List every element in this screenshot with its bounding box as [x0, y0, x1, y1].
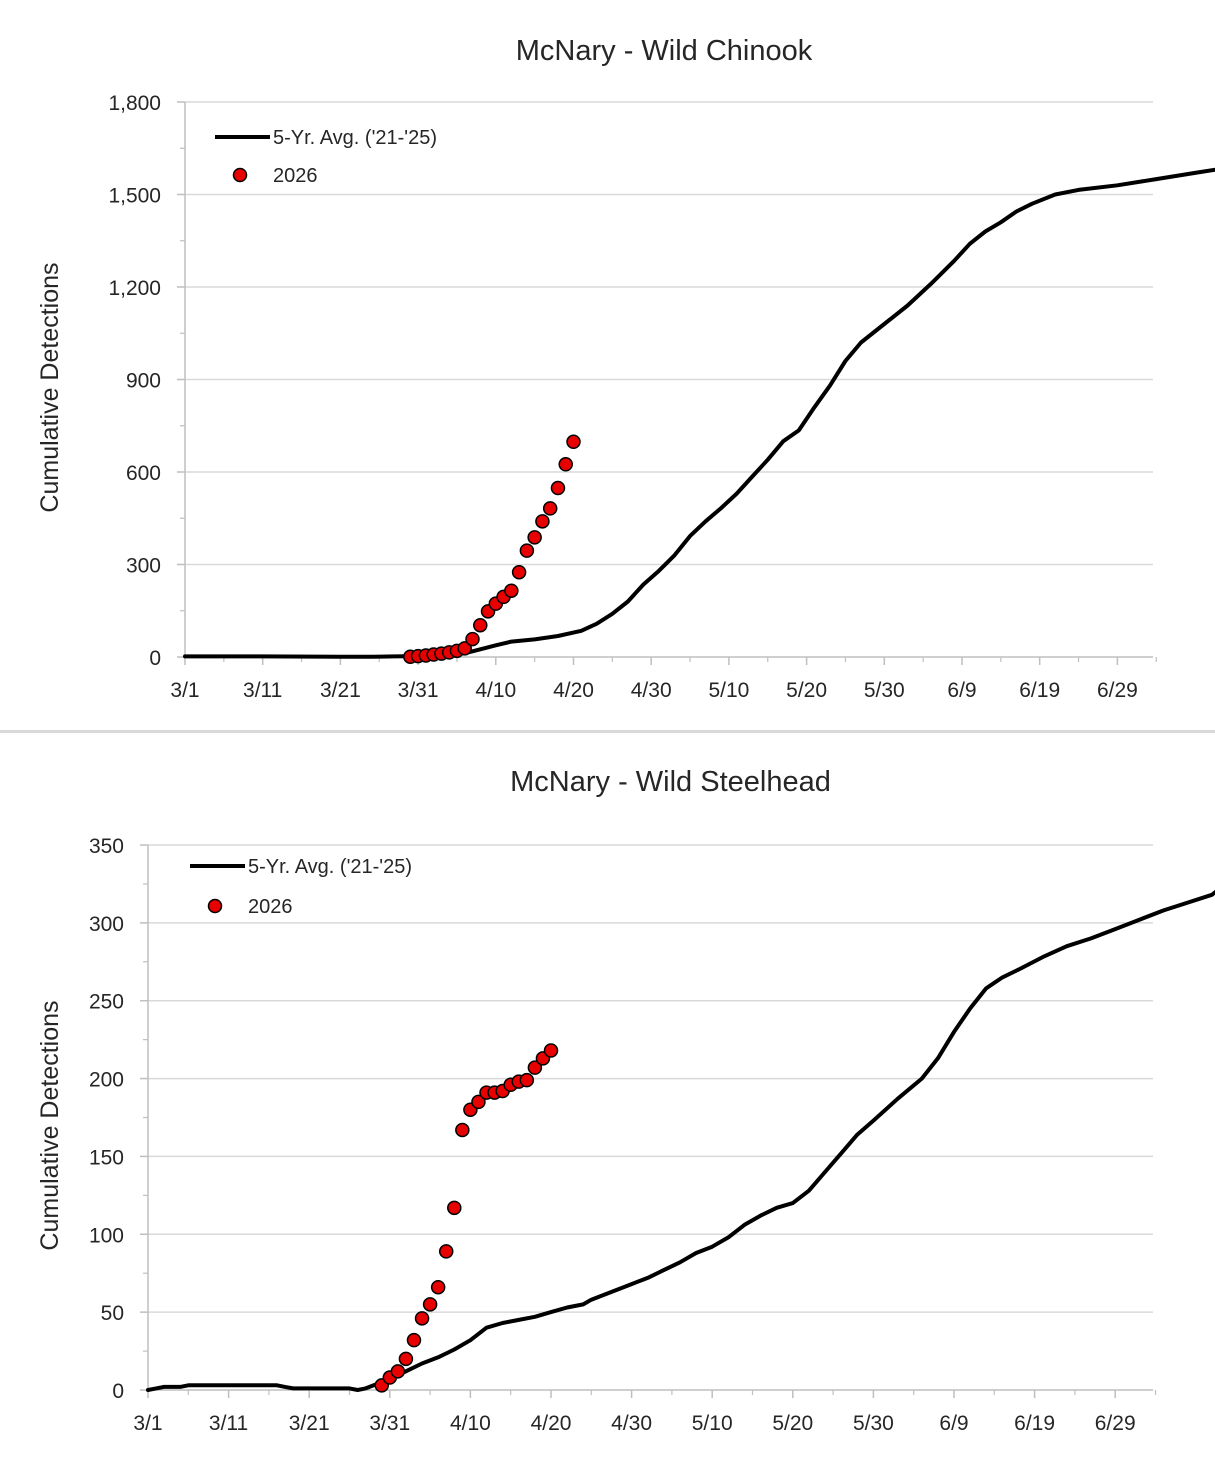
x-tick-label: 5/20: [772, 1412, 813, 1435]
five-year-avg-line: [183, 167, 1215, 659]
y-tick-label: 1,800: [108, 92, 161, 115]
x-tick-label: 3/31: [398, 679, 439, 702]
y-tick-label: 600: [126, 462, 161, 485]
legend-marker-swatch: [207, 898, 223, 914]
legend-label-avg: 5-Yr. Avg. ('21-'25): [248, 856, 412, 878]
data-point-2026: [473, 617, 488, 633]
data-point-2026: [558, 457, 573, 472]
y-tick-label: 50: [101, 1302, 124, 1325]
x-tick-label: 3/11: [243, 679, 282, 702]
data-point-2026: [422, 1297, 438, 1312]
five-year-avg-line: [146, 889, 1215, 1392]
data-point-2026: [438, 1244, 454, 1259]
y-tick-label: 350: [89, 835, 124, 858]
data-point-2026: [390, 1364, 406, 1379]
y-tick-label: 250: [89, 991, 124, 1014]
x-tick-label: 6/19: [1019, 679, 1060, 702]
y-tick-label: 300: [126, 555, 161, 578]
x-tick-label: 5/30: [853, 1412, 894, 1435]
x-tick-label: 6/9: [947, 679, 976, 702]
x-tick-label: 4/20: [531, 1412, 572, 1435]
x-tick-label: 4/30: [631, 679, 672, 702]
data-point-2026: [406, 1332, 422, 1348]
chinook-chart-svg: McNary - Wild Chinook 0 300 600 900 1,200 1,50…: [36, 35, 1215, 702]
chart-title: McNary - Wild Steelhead: [510, 766, 831, 798]
data-point-2026: [457, 641, 472, 656]
data-point-2026: [519, 543, 535, 558]
data-point-2026: [542, 501, 558, 516]
x-tick-label: 4/30: [611, 1412, 652, 1435]
chart-title: McNary - Wild Chinook: [516, 35, 813, 67]
data-point-2026: [504, 583, 519, 598]
data-point-2026: [430, 1279, 446, 1295]
x-tick-label: 3/1: [170, 679, 199, 702]
x-tick-label: 5/10: [708, 679, 749, 702]
y-tick-label: 900: [126, 370, 161, 393]
y-axis-label: Cumulative Detections: [36, 262, 64, 512]
y-tick-label: 200: [89, 1069, 124, 1092]
x-tick-label: 4/20: [553, 679, 594, 702]
x-tick-label: 4/10: [450, 1412, 491, 1435]
data-point-2026: [527, 1060, 543, 1075]
data-point-2026: [535, 514, 550, 529]
x-tick-label: 4/10: [475, 679, 516, 702]
data-point-2026: [550, 480, 566, 496]
x-tick-label: 6/9: [939, 1412, 968, 1435]
x-tick-label: 3/21: [320, 679, 361, 702]
data-point-2026: [414, 1311, 430, 1326]
data-point-2026: [398, 1351, 414, 1367]
data-point-2026: [543, 1043, 559, 1058]
x-tick-label: 3/11: [209, 1412, 248, 1435]
data-point-2026: [527, 530, 542, 545]
legend-label-2026: 2026: [273, 165, 318, 187]
data-point-2026: [519, 1072, 535, 1088]
data-point-2026: [566, 434, 581, 450]
steelhead-chart-panel: McNary - Wild Steelhead 0 50 100 150 200 250 30…: [0, 736, 1215, 1465]
legend-marker-swatch: [232, 167, 248, 183]
data-point-2026: [465, 631, 480, 647]
data-point-2026: [447, 1200, 462, 1216]
data-point-2026: [511, 564, 527, 580]
x-tick-label: 6/19: [1014, 1412, 1055, 1435]
legend-label-2026: 2026: [248, 896, 293, 918]
steelhead-chart-svg: McNary - Wild Steelhead 0 50 100 150 200 250 30…: [36, 766, 1215, 1435]
y-tick-label: 0: [149, 647, 161, 670]
y-axis-label: Cumulative Detections: [36, 1000, 64, 1250]
data-point-2026: [471, 1094, 486, 1110]
y-tick-label: 0: [112, 1380, 124, 1403]
x-tick-label: 5/30: [864, 679, 905, 702]
y-tick-label: 150: [89, 1146, 124, 1169]
y-tick-label: 1,500: [108, 185, 161, 208]
x-tick-label: 6/29: [1097, 679, 1138, 702]
y-tick-label: 1,200: [108, 277, 161, 300]
chinook-chart-panel: McNary - Wild Chinook 0 300 600 900 1,200 1,50…: [0, 35, 1215, 733]
x-tick-label: 3/31: [369, 1412, 410, 1435]
x-tick-label: 3/1: [133, 1412, 162, 1435]
x-tick-label: 5/10: [692, 1412, 733, 1435]
y-tick-label: 100: [89, 1224, 124, 1247]
x-tick-label: 3/21: [289, 1412, 330, 1435]
y-tick-label: 300: [89, 913, 124, 936]
legend-label-avg: 5-Yr. Avg. ('21-'25): [273, 127, 437, 149]
x-tick-label: 6/29: [1095, 1412, 1136, 1435]
data-point-2026: [455, 1122, 470, 1138]
x-tick-label: 5/20: [786, 679, 827, 702]
